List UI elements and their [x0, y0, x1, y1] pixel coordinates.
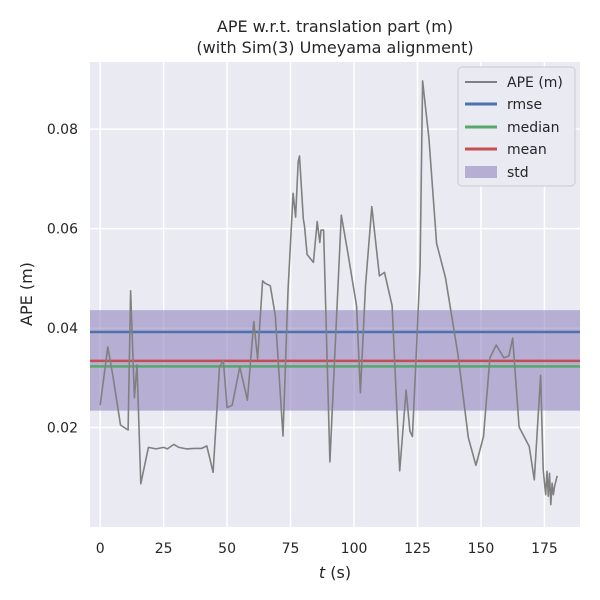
y-tick-label: 0.02 — [47, 421, 78, 437]
chart-title-line-1: APE w.r.t. translation part (m) — [217, 17, 453, 36]
legend-label-rmse: rmse — [507, 97, 542, 113]
y-tick-label: 0.08 — [47, 122, 78, 138]
x-tick-label: 50 — [218, 541, 236, 557]
x-tick-label: 150 — [468, 541, 495, 557]
y-tick-label: 0.06 — [47, 222, 78, 238]
legend-label-median: median — [507, 120, 559, 136]
x-tick-label: 25 — [155, 541, 173, 557]
chart-title-line-2: (with Sim(3) Umeyama alignment) — [196, 38, 473, 57]
legend-swatch-std — [465, 166, 497, 178]
legend-box — [457, 66, 576, 187]
y-tick-label: 0.04 — [47, 321, 78, 337]
legend-label-ape: APE (m) — [507, 75, 563, 91]
series-layer — [99, 80, 558, 506]
x-tick-label: 0 — [96, 541, 105, 557]
x-axis-label: t (s) — [319, 563, 351, 582]
legend: APE (m) rmse median mean std — [457, 66, 576, 187]
x-tick-labels: 0 25 50 75 100 125 150 175 — [96, 541, 558, 557]
x-axis-label-variable: t — [319, 563, 326, 582]
x-tick-label: 100 — [341, 541, 368, 557]
grid — [90, 62, 580, 527]
x-tick-label: 75 — [282, 541, 300, 557]
y-axis-label: APE (m) — [17, 262, 36, 326]
legend-label-mean: mean — [507, 142, 547, 158]
x-tick-label: 125 — [404, 541, 431, 557]
ape-series-line — [99, 80, 558, 506]
x-axis-label-unit: (s) — [325, 563, 351, 582]
y-tick-labels: 0.02 0.04 0.06 0.08 — [47, 122, 78, 436]
legend-label-std: std — [507, 165, 529, 181]
x-tick-label: 175 — [531, 541, 558, 557]
